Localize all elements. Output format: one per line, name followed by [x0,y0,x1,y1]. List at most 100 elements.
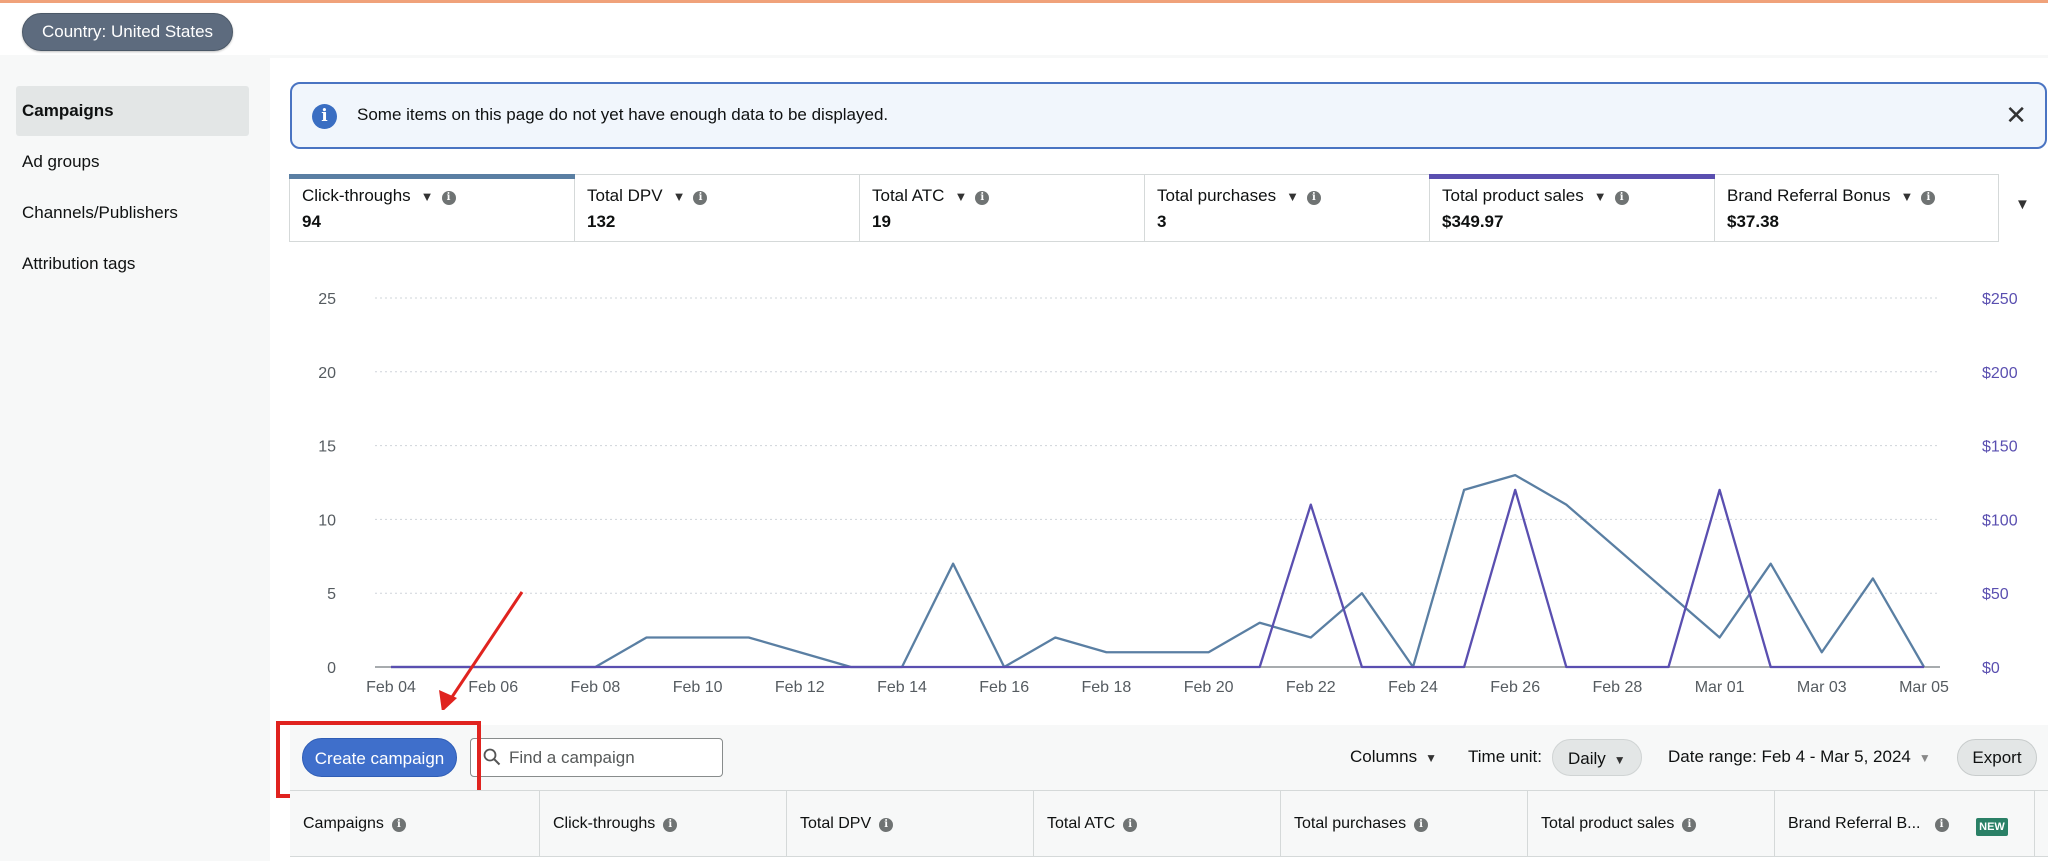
chevron-down-icon[interactable]: ▼ [420,189,434,204]
chart-grid [375,297,1940,668]
info-icon[interactable]: i [391,818,406,832]
x-axis: Feb 04 Feb 06 Feb 08 Feb 10 Feb 12 Feb 14 Feb … [366,679,1949,696]
metric-label: Click-throughs [302,186,411,205]
column-header-total-dpv[interactable]: Total DPV i [787,791,1034,861]
y-axis-right: $0 $50 $100 $150 $200 $250 [1982,291,2018,677]
metric-value: 94 [302,212,321,231]
metric-total-dpv[interactable]: Total DPV ▼ i 132 [575,175,860,241]
metric-click-throughs[interactable]: Click-throughs ▼ i 94 [289,174,575,241]
metric-label: Total purchases [1157,186,1277,205]
search-input[interactable] [509,739,719,776]
expand-metrics-chevron-icon[interactable]: ▼ [2015,196,2030,213]
x-tick-label: Feb 28 [1592,679,1642,696]
series-line-total-product-sales [391,488,1924,669]
chevron-down-icon[interactable]: ▼ [672,189,686,204]
x-tick-label: Feb 20 [1184,679,1234,696]
export-button[interactable]: Export [1957,739,2037,776]
country-selector-button[interactable]: Country: United States [22,13,234,51]
date-range-dropdown[interactable]: Date range: Feb 4 - Mar 5, 2024 ▼ [1668,747,1931,767]
sidebar-item-channels-publishers[interactable]: Channels/Publishers [22,203,178,222]
metric-value: $37.38 [1727,212,1779,231]
column-header-brand-referral-bonus[interactable]: Brand Referral B... i [1775,791,2035,861]
metric-brand-referral-bonus[interactable]: Brand Referral Bonus ▼ i $37.38 [1715,175,1999,241]
info-icon[interactable]: i [441,191,456,205]
table-first-row [290,856,2048,861]
metric-label: Brand Referral Bonus [1727,186,1891,205]
chevron-down-icon[interactable]: ▼ [1900,189,1914,204]
column-label: Brand Referral B... [1788,815,1921,832]
top-accent-line [0,0,2048,3]
column-label: Total DPV [800,815,872,832]
chevron-down-icon[interactable]: ▼ [954,189,968,204]
metric-total-atc[interactable]: Total ATC ▼ i 19 [860,175,1145,241]
column-header-total-purchases[interactable]: Total purchases i [1281,791,1528,861]
x-tick-label: Mar 01 [1695,679,1745,696]
time-unit-dropdown[interactable]: Daily ▼ [1552,739,1642,776]
y-tick-label-right: $0 [1982,660,2000,677]
x-tick-label: Feb 18 [1081,679,1131,696]
create-campaign-button[interactable]: Create campaign [302,738,457,777]
info-icon[interactable]: i [1306,191,1321,205]
info-icon: i [312,104,337,129]
x-tick-label: Feb 16 [979,679,1029,696]
metric-value: 19 [872,212,891,231]
chevron-down-icon[interactable]: ▼ [1286,189,1299,204]
column-header-total-product-sales[interactable]: Total product sales i [1528,791,1775,861]
metric-value: $349.97 [1442,212,1504,231]
y-tick-label-right: $150 [1982,439,2018,456]
column-label: Total product sales [1541,815,1675,832]
metric-label: Total ATC [872,186,945,205]
sidebar-item-attribution-tags[interactable]: Attribution tags [22,254,136,273]
metric-value: 132 [587,212,616,231]
x-tick-label: Feb 08 [570,679,620,696]
annotation-highlight-box [276,721,481,798]
info-icon[interactable]: i [1414,818,1429,832]
y-tick-label-left: 15 [318,439,336,456]
column-header-campaigns[interactable]: Campaigns i [290,791,540,861]
annotation-arrow-head [439,690,457,710]
info-icon[interactable]: i [1921,191,1936,205]
new-badge: NEW [1976,818,2008,836]
time-unit-value: Daily [1568,749,1606,768]
metric-selected-bar [289,174,575,179]
chevron-down-icon: ▼ [1918,751,1931,765]
column-header-total-atc[interactable]: Total ATC i [1034,791,1281,861]
sidebar: Campaigns Ad groups Channels/Publishers … [0,55,265,861]
close-icon[interactable]: ✕ [2005,100,2027,130]
metric-selected-bar [1429,174,1715,179]
y-tick-label-right: $250 [1982,291,2018,308]
y-axis-left: 0 5 10 15 20 25 [318,291,336,677]
info-icon[interactable]: i [1934,818,1949,832]
annotation-arrow-shaft [448,591,524,701]
y-tick-label-left: 25 [318,291,336,308]
info-icon[interactable]: i [879,818,894,832]
info-icon[interactable]: i [975,191,990,205]
info-icon[interactable]: i [663,818,678,832]
column-label: Campaigns [303,815,384,832]
x-tick-label: Feb 06 [468,679,518,696]
columns-dropdown[interactable]: Columns ▼ [1350,747,1437,767]
chart-series [391,473,1925,669]
info-icon[interactable]: i [1123,818,1138,832]
sidebar-item-ad-groups[interactable]: Ad groups [22,152,100,171]
metric-total-purchases[interactable]: Total purchases ▼ i 3 [1145,175,1430,241]
column-label: Total purchases [1294,815,1407,832]
x-tick-label: Feb 26 [1490,679,1540,696]
chevron-down-icon: ▼ [1613,753,1626,767]
y-tick-label-left: 10 [318,512,336,529]
chevron-down-icon[interactable]: ▼ [1593,189,1607,204]
info-icon[interactable]: i [1682,818,1697,832]
columns-label: Columns [1350,747,1418,766]
x-tick-label: Feb 12 [775,679,825,696]
column-header-click-throughs[interactable]: Click-throughs i [540,791,787,861]
x-tick-label: Mar 03 [1797,679,1847,696]
x-tick-label: Feb 14 [877,679,927,696]
sidebar-item-campaigns[interactable]: Campaigns [16,86,249,136]
search-field[interactable] [470,738,723,777]
metric-total-product-sales[interactable]: Total product sales ▼ i $349.97 [1429,174,1715,241]
date-range-label: Date range: Feb 4 - Mar 5, 2024 [1668,747,1911,766]
info-icon[interactable]: i [1614,191,1629,205]
info-alert: i Some items on this page do not yet hav… [290,82,2047,149]
info-icon[interactable]: i [693,191,708,205]
